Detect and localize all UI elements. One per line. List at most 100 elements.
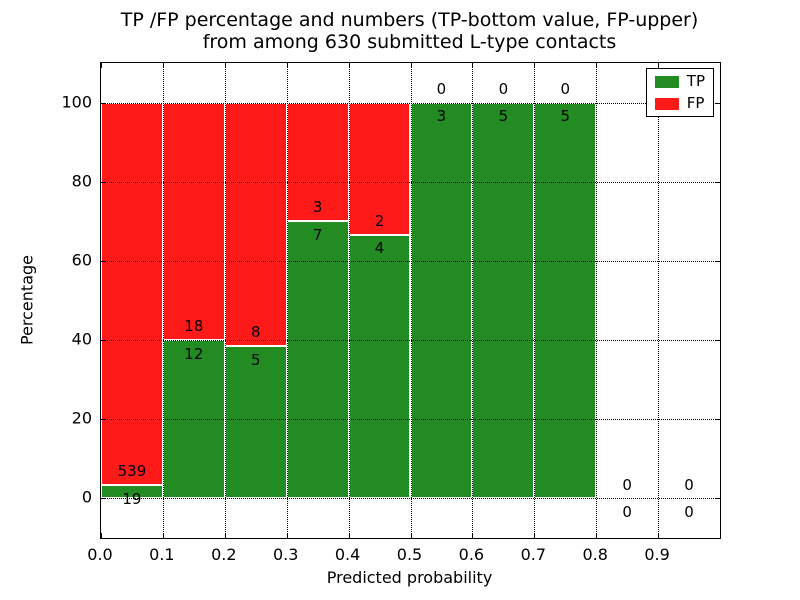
tp-count-label: 5: [498, 107, 509, 126]
fp-color-swatch: [654, 97, 679, 110]
tp-count-label: 19: [122, 489, 142, 508]
x-tick-mark: [224, 533, 226, 538]
tp-count-label: 0: [622, 503, 632, 522]
bar-fp-segment: [286, 102, 349, 222]
gridline-vertical: [162, 63, 164, 538]
y-tick-label: 60: [71, 250, 92, 270]
tp-count-label: 5: [560, 107, 571, 126]
x-tick-label: 0.0: [87, 545, 113, 564]
x-tick-mark: [596, 63, 598, 68]
legend-entry-fp: FP: [654, 94, 705, 112]
x-tick-label: 0.6: [458, 545, 485, 564]
legend-entry-tp: TP: [654, 72, 705, 90]
x-tick-label: 0.5: [396, 545, 423, 564]
x-tick-label: 0.4: [334, 545, 361, 564]
legend: TP FP: [645, 68, 714, 117]
plot-area: TP FP 539 19 18 12 8 5 3 7 2 4 0 3 0 5 0 5 0 0 0 0: [100, 62, 721, 539]
fp-count-label: 0: [622, 475, 632, 494]
fp-count-label: 8: [250, 323, 261, 342]
tp-count-label: 3: [436, 107, 447, 126]
y-tick-mark: [715, 260, 720, 262]
tp-count-label: 12: [184, 344, 204, 363]
x-tick-mark: [162, 533, 164, 538]
fp-count-label: 18: [184, 317, 204, 336]
gridline-vertical: [224, 63, 226, 538]
y-tick-label: 100: [61, 92, 92, 112]
fp-count-label: 0: [498, 79, 509, 98]
bar-tp-segment: [472, 102, 535, 499]
y-tick-label: 20: [71, 408, 92, 428]
x-tick-mark: [224, 63, 226, 68]
bar-fp-segment: [101, 102, 163, 485]
bar-tp-segment: [101, 484, 163, 499]
x-tick-mark: [286, 533, 288, 538]
tp-count-label: 5: [250, 351, 261, 370]
chart-title-line2: from among 630 submitted L-type contacts: [202, 31, 617, 53]
gridline-vertical: [410, 63, 412, 538]
y-tick-mark: [101, 260, 106, 262]
gridline-vertical: [348, 63, 350, 538]
y-tick-mark: [715, 181, 720, 183]
x-tick-mark: [101, 63, 102, 68]
legend-label-tp: TP: [686, 72, 705, 90]
y-tick-label: 80: [71, 171, 92, 191]
fp-count-label: 2: [374, 211, 385, 230]
x-tick-mark: [658, 63, 660, 68]
y-tick-mark: [101, 498, 106, 500]
x-tick-mark: [472, 533, 474, 538]
x-tick-mark: [286, 63, 288, 68]
bar-tp-segment: [348, 234, 411, 499]
y-tick-mark: [101, 181, 106, 183]
fp-count-label: 0: [684, 475, 694, 494]
fp-count-label: 3: [312, 198, 323, 217]
bar-tp-segment: [224, 346, 287, 499]
tp-color-swatch: [654, 75, 679, 88]
x-tick-label: 0.2: [211, 545, 237, 564]
x-tick-mark: [162, 63, 164, 68]
x-tick-mark: [534, 533, 536, 538]
y-tick-mark: [715, 419, 720, 421]
y-tick-mark: [715, 340, 720, 342]
gridline-vertical: [658, 63, 660, 538]
x-tick-mark: [596, 533, 598, 538]
x-tick-label: 0.9: [644, 545, 670, 564]
x-tick-label: 0.1: [149, 545, 175, 564]
fp-count-label: 539: [117, 462, 147, 481]
fp-count-label: 0: [560, 79, 571, 98]
fp-count-label: 0: [436, 79, 447, 98]
y-tick-mark: [101, 102, 106, 104]
x-tick-mark: [101, 533, 102, 538]
x-tick-label: 0.3: [272, 545, 299, 564]
bar-fp-segment: [162, 102, 225, 341]
gridline-vertical: [596, 63, 598, 538]
x-tick-mark: [658, 533, 660, 538]
y-tick-mark: [715, 102, 720, 104]
x-tick-mark: [410, 63, 412, 68]
x-tick-label: 0.8: [582, 545, 608, 564]
bar-tp-segment: [410, 102, 473, 499]
x-tick-mark: [534, 63, 536, 68]
x-tick-mark: [472, 63, 474, 68]
x-tick-mark: [410, 533, 412, 538]
gridline-vertical: [472, 63, 474, 538]
gridline-vertical: [286, 63, 288, 538]
y-tick-mark: [101, 340, 106, 342]
tp-count-label: 4: [374, 239, 385, 258]
bar-tp-segment: [534, 102, 597, 499]
x-axis-label: Predicted probability: [326, 568, 493, 587]
y-tick-label: 40: [71, 329, 92, 349]
legend-label-fp: FP: [686, 94, 705, 112]
tp-count-label: 7: [312, 226, 323, 245]
x-tick-mark: [348, 63, 350, 68]
y-tick-label: 0: [81, 487, 92, 507]
gridline-vertical: [534, 63, 536, 538]
chart-title-line1: TP /FP percentage and numbers (TP-bottom…: [120, 9, 699, 31]
x-tick-mark: [348, 533, 350, 538]
bar-tp-segment: [286, 221, 349, 499]
tp-count-label: 0: [684, 503, 694, 522]
y-tick-mark: [101, 419, 106, 421]
y-tick-mark: [715, 498, 720, 500]
bar-tp-segment: [162, 340, 225, 499]
bar-fp-segment: [224, 102, 287, 347]
